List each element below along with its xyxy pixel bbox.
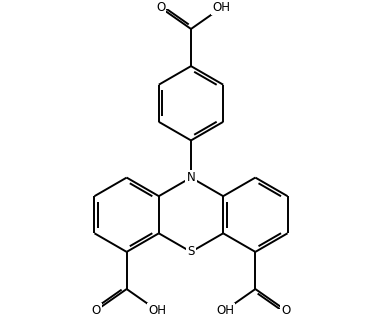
Text: OH: OH [212, 1, 230, 14]
Text: O: O [281, 304, 290, 317]
Text: OH: OH [216, 304, 234, 317]
Text: S: S [187, 245, 195, 259]
Text: O: O [92, 304, 101, 317]
Text: O: O [156, 1, 165, 14]
Text: OH: OH [148, 304, 166, 317]
Text: N: N [187, 171, 195, 184]
